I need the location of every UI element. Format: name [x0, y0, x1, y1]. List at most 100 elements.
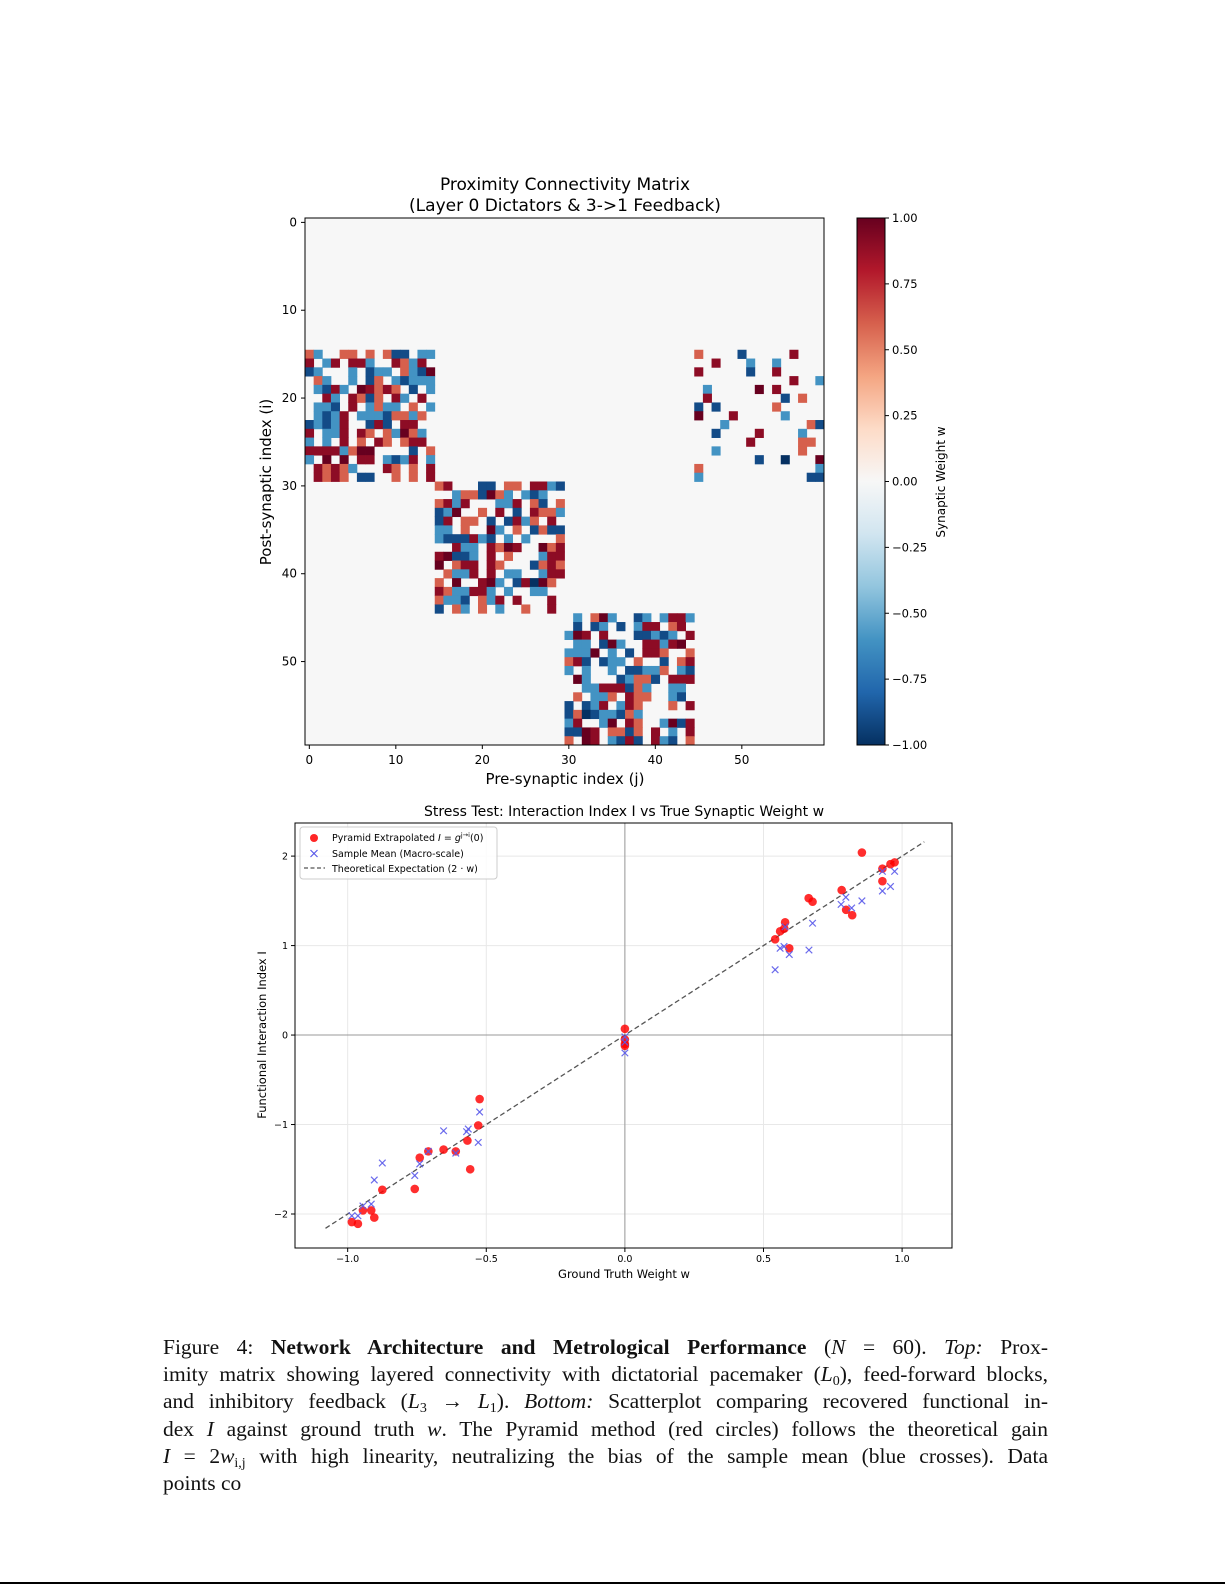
heatmap-cell: [322, 437, 332, 447]
heatmap-cell: [685, 727, 695, 737]
heatmap-cell: [443, 586, 453, 597]
caption-italic-text: N: [831, 1335, 846, 1359]
caption-italic-text: Top:: [944, 1335, 983, 1359]
legend-pyramid-text: Pyramid Extrapolated: [332, 833, 438, 844]
heatmap-cell: [555, 569, 565, 579]
heatmap-cell: [616, 657, 626, 667]
heatmap-cell: [599, 657, 609, 667]
heatmap-cell: [521, 534, 531, 544]
heatmap-cell: [581, 727, 591, 737]
heatmap-cell: [348, 463, 358, 474]
pyramid-point: [451, 1147, 461, 1156]
heatmap-cell: [659, 657, 669, 667]
legend-pyramid-sup: j→i: [460, 831, 470, 839]
sample-mean-point: [886, 882, 895, 891]
heatmap-cell: [408, 384, 418, 395]
heatmap-cell: [382, 384, 392, 395]
caption-line: points co: [163, 1470, 1048, 1497]
colorbar-ticks: 1.00 0.75 0.50 0.25 0.00 −0.25 −0.50 −0.75 −1.00: [885, 211, 927, 752]
heatmap-cell: [668, 613, 678, 623]
heatmap-cell: [443, 534, 453, 544]
heatmap-cell: [400, 428, 410, 438]
heatmap-cell: [581, 709, 591, 720]
sample-mean-point: [771, 966, 779, 974]
heatmap-cell: [642, 622, 652, 632]
heatmap-cell: [521, 578, 531, 588]
scatter-y-tick-label: 2: [282, 852, 288, 863]
heatmap-cell: [685, 630, 695, 640]
heatmap-cell: [478, 481, 488, 491]
heatmap-cell: [590, 736, 600, 746]
heatmap-cell: [478, 578, 488, 588]
heatmap-cell: [590, 709, 600, 720]
heatmap-cell: [460, 534, 470, 544]
colorbar-tick-label: −0.50: [892, 606, 927, 620]
legend-blue-cross-icon: [310, 849, 318, 858]
heatmap-cell: [356, 358, 366, 368]
heatmap-cell: [348, 376, 358, 386]
heatmap-cell: [348, 393, 358, 403]
sample-mean-point: [439, 1127, 448, 1135]
heatmap-cell: [391, 428, 401, 438]
heatmap-cell: [607, 727, 617, 737]
heatmap-cell: [555, 499, 565, 509]
heatmap-cell: [374, 376, 384, 386]
heatmap-cell: [668, 701, 678, 711]
heatmap-cell: [651, 639, 661, 649]
heatmap-cell: [365, 472, 375, 482]
heatmap-cell: [452, 578, 462, 588]
heatmap-cell: [529, 525, 539, 535]
heatmap-cell: [434, 499, 444, 509]
heatmap-cell: [322, 376, 332, 386]
heatmap-cell: [651, 674, 661, 684]
heatmap-cell: [382, 463, 392, 474]
heatmap-title-line-1: Proximity Connectivity Matrix: [440, 175, 690, 195]
heatmap-cell: [348, 349, 358, 359]
heatmap-cell: [503, 534, 513, 544]
colorbar-tick-label: −0.25: [892, 540, 927, 554]
heatmap-cell: [434, 560, 444, 570]
heatmap-cell: [486, 595, 496, 605]
heatmap-cell: [408, 463, 418, 474]
caption-text: . The Pyramid method (red circles) follo…: [441, 1416, 1049, 1441]
heatmap-cell: [607, 718, 617, 728]
heatmap-cell: [573, 639, 583, 649]
sample-mean-point: [781, 923, 789, 931]
heatmap-cell: [434, 481, 444, 491]
heatmap-cell: [434, 578, 444, 588]
heatmap-cell: [616, 736, 626, 746]
heatmap-cell: [538, 560, 548, 570]
sample-mean-point: [411, 1171, 419, 1180]
heatmap-cell: [616, 683, 626, 693]
heatmap-cell: [642, 639, 652, 649]
heatmap-cell: [555, 507, 565, 518]
heatmap-cell: [503, 569, 513, 579]
heatmap-cell: [417, 367, 427, 377]
heatmap-cell: [798, 446, 808, 456]
heatmap-cell: [529, 481, 539, 491]
heatmap-cell: [668, 727, 678, 737]
heatmap-cell: [659, 648, 669, 658]
colorbar-tick-label: −1.00: [892, 738, 927, 752]
heatmap-cell: [305, 455, 315, 465]
scatter-ticks: −1.0 −0.5 0.0 0.5 1.0 −2 −1 0 1 2: [274, 852, 910, 1265]
heatmap-x-ticks: 0 10 20 30 40 50: [306, 745, 749, 767]
heatmap-cell: [365, 393, 375, 403]
pyramid-point: [878, 876, 887, 886]
heatmap-cell: [676, 613, 686, 623]
heatmap-cell: [694, 367, 704, 377]
figure: Proximity Connectivity Matrix (Layer 0 D…: [255, 175, 953, 1281]
heatmap-y-tick-label: 50: [282, 655, 297, 669]
heatmap-cell: [495, 542, 505, 553]
heatmap-cell: [555, 534, 565, 544]
heatmap-cell: [564, 701, 574, 711]
heatmap-cell: [434, 525, 444, 535]
heatmap-cell: [625, 665, 635, 676]
heatmap-cell: [330, 384, 340, 395]
heatmap-cell: [478, 534, 488, 544]
scatter-marks: [325, 841, 925, 1229]
heatmap-cell: [313, 446, 323, 456]
heatmap-cell: [728, 411, 738, 421]
pyramid-point: [890, 858, 899, 867]
heatmap-cell: [633, 736, 643, 746]
